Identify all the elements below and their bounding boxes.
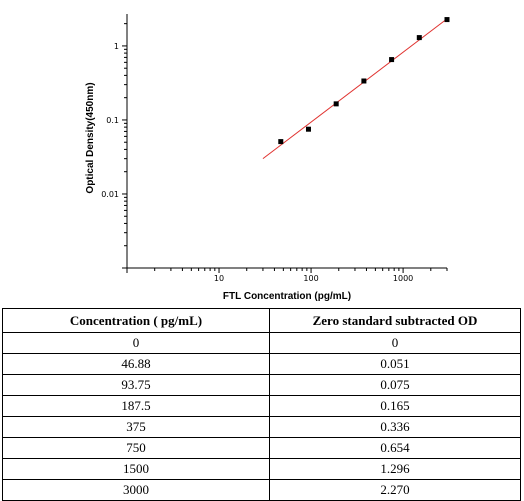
y-tick-label: 0.1 [106, 116, 119, 125]
table-row: 1500 1.296 [2, 458, 521, 480]
od-cell: 0.051 [269, 353, 521, 375]
x-tick-label: 1000 [393, 274, 413, 283]
x-axis-title: FTL Concentration (pg/mL) [223, 291, 351, 302]
table-row: 375 0.336 [2, 416, 521, 438]
column-header-od: Zero standard subtracted OD [269, 308, 521, 333]
concentration-cell: 0 [2, 332, 270, 354]
table-row: 187.5 0.165 [2, 395, 521, 417]
od-cell: 0.165 [269, 395, 521, 417]
standard-data-table: Concentration ( pg/mL) Zero standard sub… [2, 308, 521, 501]
data-point [361, 78, 367, 84]
y-tick-label: 0.01 [101, 190, 119, 199]
fit-line [262, 18, 448, 160]
concentration-cell: 93.75 [2, 374, 270, 396]
table-row: 750 0.654 [2, 437, 521, 459]
data-point [416, 35, 422, 41]
data-point [278, 139, 284, 145]
x-tick-label: 10 [214, 274, 224, 283]
data-point [444, 17, 450, 23]
table-header-row: Concentration ( pg/mL) Zero standard sub… [2, 308, 521, 333]
table-row: 0 0 [2, 332, 521, 354]
concentration-cell: 187.5 [2, 395, 270, 417]
od-cell: 2.270 [269, 479, 521, 501]
x-tick-label: 100 [303, 274, 318, 283]
od-cell: 0 [269, 332, 521, 354]
data-point [389, 57, 395, 63]
table-row: 93.75 0.075 [2, 374, 521, 396]
concentration-cell: 3000 [2, 479, 270, 501]
chart-svg: 10 100 1000 0.01 0.1 1 FTL Concentration (pg/… [85, 14, 450, 302]
column-header-concentration: Concentration ( pg/mL) [2, 308, 270, 333]
table-row: 46.88 0.051 [2, 353, 521, 375]
chart-ticks: 10 100 1000 0.01 0.1 1 [101, 23, 448, 283]
od-cell: 1.296 [269, 458, 521, 480]
data-point [305, 126, 311, 132]
fit-line-group [262, 18, 448, 160]
table-row: 3000 2.270 [2, 479, 521, 501]
chart-axes [126, 14, 447, 269]
concentration-cell: 46.88 [2, 353, 270, 375]
data-points-group [278, 17, 450, 145]
od-cell: 0.654 [269, 437, 521, 459]
y-axis-title: Optical Density(450nm) [85, 82, 96, 193]
standard-curve-chart: 10 100 1000 0.01 0.1 1 FTL Concentration (pg/… [85, 14, 450, 302]
y-tick-label: 1 [114, 42, 119, 51]
concentration-cell: 1500 [2, 458, 270, 480]
data-point [333, 101, 339, 107]
od-cell: 0.336 [269, 416, 521, 438]
od-cell: 0.075 [269, 374, 521, 396]
concentration-cell: 750 [2, 437, 270, 459]
concentration-cell: 375 [2, 416, 270, 438]
